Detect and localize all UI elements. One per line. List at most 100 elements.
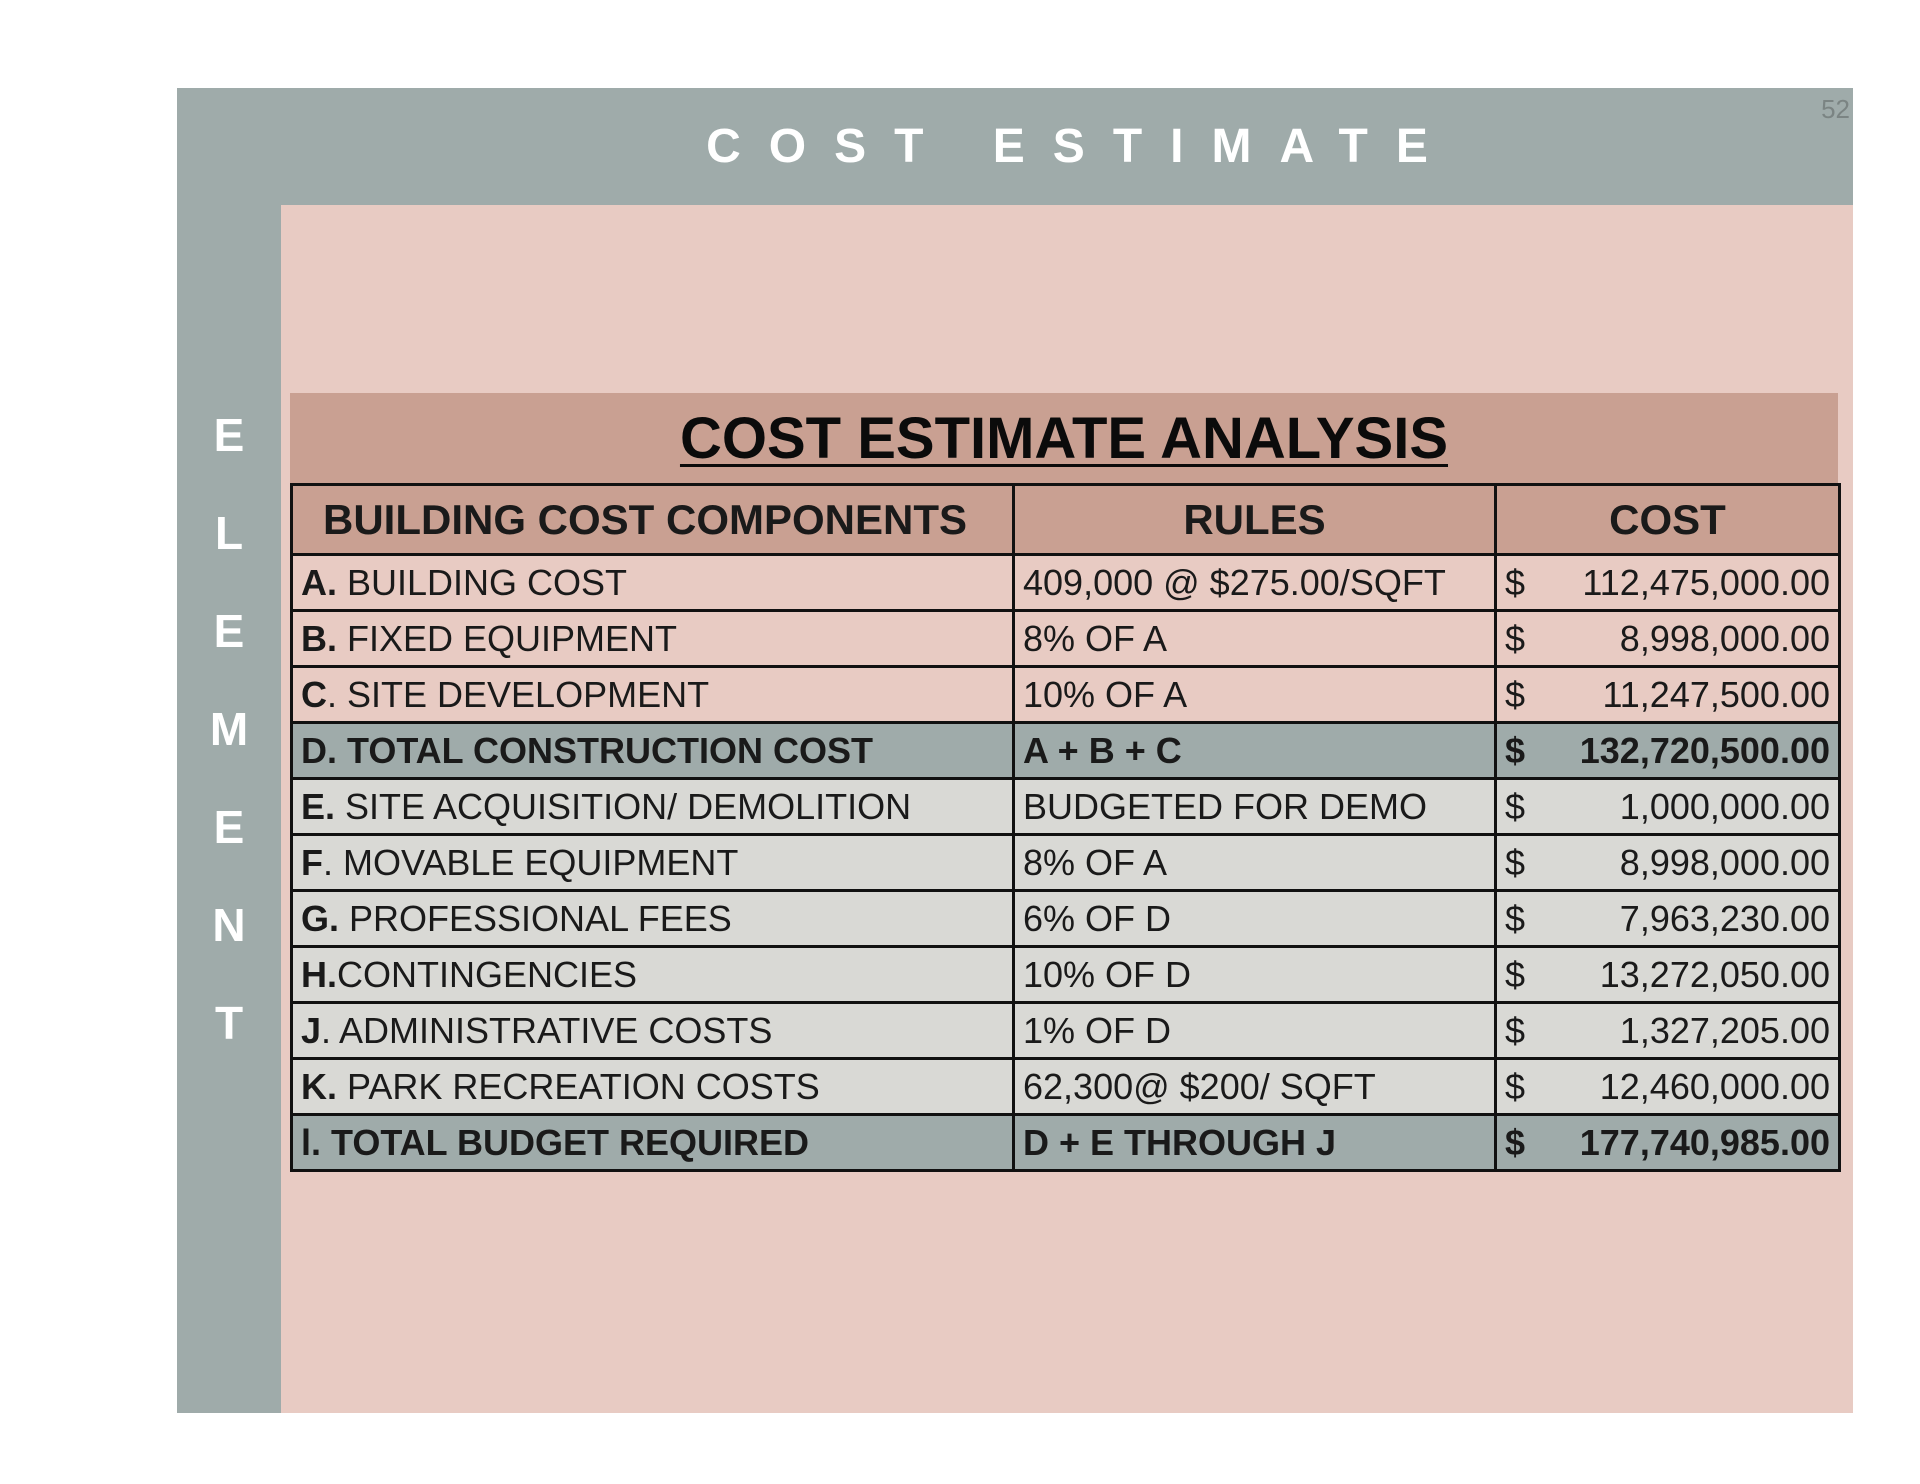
cost-value: 8,998,000.00 [1619,617,1830,659]
cost-cell: $11,247,500.00 [1494,665,1841,724]
cost-cell: $8,998,000.00 [1494,833,1841,892]
cost-cell: $7,963,230.00 [1494,889,1841,948]
table-row: B. FIXED EQUIPMENT 8% OF A $8,998,000.00 [290,609,1841,668]
row-letter: E. [301,785,336,827]
table-row: G. PROFESSIONAL FEES 6% OF D $7,963,230.00 [290,889,1841,948]
row-letter: l. [301,1121,322,1163]
component-label: FIXED EQUIPMENT [337,617,678,659]
cost-cell: $177,740,985.00 [1494,1113,1841,1172]
header-components: BUILDING COST COMPONENTS [290,483,1015,556]
table-row: D. TOTAL CONSTRUCTION COST A + B + C $132,… [290,721,1841,780]
currency-symbol: $ [1505,561,1526,603]
currency-symbol: $ [1505,617,1526,659]
table-row: C. SITE DEVELOPMENT 10% OF A $11,247,500.0… [290,665,1841,724]
currency-symbol: $ [1505,953,1526,995]
side-letter: M [209,703,249,755]
component-label: . ADMINISTRATIVE COSTS [321,1009,773,1051]
component-cell: C. SITE DEVELOPMENT [290,665,1015,724]
cost-value: 11,247,500.00 [1602,673,1830,715]
rule-cell: D + E THROUGH J [1012,1113,1497,1172]
component-label: SITE ACQUISITION/ DEMOLITION [335,785,912,827]
table-row: E. SITE ACQUISITION/ DEMOLITION BUDGETED … [290,777,1841,836]
cost-cell: $132,720,500.00 [1494,721,1841,780]
component-label: BUILDING COST [337,561,628,603]
cost-cell: $1,327,205.00 [1494,1001,1841,1060]
cost-value: 1,327,205.00 [1619,1009,1830,1051]
component-label: . SITE DEVELOPMENT [327,673,710,715]
cost-cell: $112,475,000.00 [1494,553,1841,612]
rule-cell: 8% OF A [1012,609,1497,668]
component-cell: G. PROFESSIONAL FEES [290,889,1015,948]
component-cell: A. BUILDING COST [290,553,1015,612]
table-header-row: BUILDING COST COMPONENTS RULES COST [290,483,1841,556]
table-row: J. ADMINISTRATIVE COSTS 1% OF D $1,327,205… [290,1001,1841,1060]
rule-cell: 10% OF A [1012,665,1497,724]
component-cell: J. ADMINISTRATIVE COSTS [290,1001,1015,1060]
row-letter: G. [301,897,340,939]
cost-value: 132,720,500.00 [1579,729,1830,771]
component-label: TOTAL CONSTRUCTION COST [337,729,873,771]
component-cell: F. MOVABLE EQUIPMENT [290,833,1015,892]
rule-cell: 1% OF D [1012,1001,1497,1060]
table-row: H.CONTINGENCIES 10% OF D $13,272,050.00 [290,945,1841,1004]
cost-value: 1,000,000.00 [1619,785,1830,827]
row-letter: C [301,673,327,715]
table-row: l. TOTAL BUDGET REQUIRED D + E THROUGH J $… [290,1113,1841,1172]
row-letter: H. [301,953,337,995]
rule-cell: 10% OF D [1012,945,1497,1004]
component-cell: H.CONTINGENCIES [290,945,1015,1004]
side-vertical-label: E L E M E N T [177,405,281,1091]
side-letter: E [213,605,245,657]
row-letter: B. [301,617,337,659]
currency-symbol: $ [1505,785,1526,827]
side-letter: T [214,997,244,1049]
cost-value: 112,475,000.00 [1582,561,1830,603]
cost-cell: $12,460,000.00 [1494,1057,1841,1116]
table-title: COST ESTIMATE ANALYSIS [679,405,1449,471]
cost-cell: $1,000,000.00 [1494,777,1841,836]
side-letter: E [213,801,245,853]
table-row: A. BUILDING COST 409,000 @ $275.00/SQFT $1… [290,553,1841,612]
component-label: PROFESSIONAL FEES [339,897,732,939]
cost-cell: $13,272,050.00 [1494,945,1841,1004]
rule-cell: BUDGETED FOR DEMO [1012,777,1497,836]
currency-symbol: $ [1505,673,1526,715]
component-cell: K. PARK RECREATION COSTS [290,1057,1015,1116]
rule-cell: 8% OF A [1012,833,1497,892]
cost-value: 8,998,000.00 [1619,841,1830,883]
rule-cell: A + B + C [1012,721,1497,780]
row-letter: F [301,841,323,883]
currency-symbol: $ [1505,729,1526,771]
header-bar [281,88,1853,205]
header-cost: COST [1494,483,1841,556]
rule-cell: 6% OF D [1012,889,1497,948]
currency-symbol: $ [1505,841,1526,883]
header-rules: RULES [1012,483,1497,556]
component-cell: D. TOTAL CONSTRUCTION COST [290,721,1015,780]
currency-symbol: $ [1505,1065,1526,1107]
component-cell: B. FIXED EQUIPMENT [290,609,1015,668]
rule-cell: 62,300@ $200/ SQFT [1012,1057,1497,1116]
component-label: . MOVABLE EQUIPMENT [323,841,739,883]
row-letter: J [301,1009,322,1051]
cost-value: 7,963,230.00 [1619,897,1830,939]
cost-estimate-table: COST ESTIMATE ANALYSIS BUILDING COST COM… [290,393,1841,1172]
header-title: COST ESTIMATE [706,120,1456,173]
component-cell: E. SITE ACQUISITION/ DEMOLITION [290,777,1015,836]
cost-cell: $8,998,000.00 [1494,609,1841,668]
side-letter: E [213,409,245,461]
side-letter: N [212,899,246,951]
row-letter: A. [301,561,337,603]
page-number: 52 [1821,94,1850,124]
component-label: PARK RECREATION COSTS [337,1065,820,1107]
table-row: K. PARK RECREATION COSTS 62,300@ $200/ SQ… [290,1057,1841,1116]
table-row: F. MOVABLE EQUIPMENT 8% OF A $8,998,000.00 [290,833,1841,892]
cost-table: BUILDING COST COMPONENTS RULES COST A. B… [290,483,1841,1172]
component-label: TOTAL BUDGET REQUIRED [321,1121,810,1163]
currency-symbol: $ [1505,1009,1526,1051]
cost-value: 177,740,985.00 [1579,1121,1830,1163]
row-letter: D. [301,729,337,771]
side-letter: L [214,507,244,559]
side-bar [177,88,281,1413]
rule-cell: 409,000 @ $275.00/SQFT [1012,553,1497,612]
